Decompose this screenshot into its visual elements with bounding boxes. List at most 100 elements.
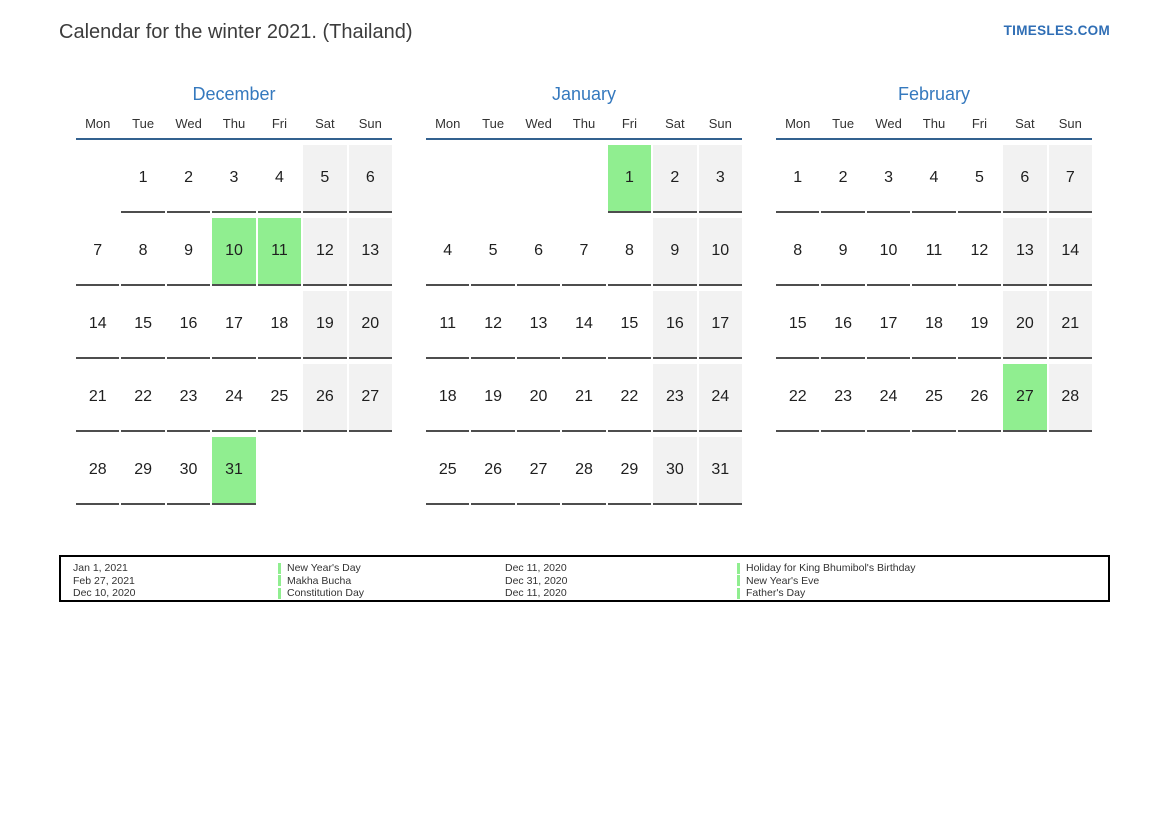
day-cell: 21	[1048, 291, 1092, 359]
legend-date: Dec 11, 2020	[505, 562, 567, 575]
day-cell: 20	[348, 291, 392, 359]
day-cell: 23	[821, 364, 865, 432]
legend-holiday-name: Constitution Day	[287, 587, 365, 600]
holiday-marker	[278, 575, 281, 587]
legend-box: Jan 1, 2021 New Year's Day Dec 11, 2020 Hol…	[59, 555, 1110, 602]
day-cell: 10	[698, 218, 742, 286]
day-cell: 14	[562, 291, 606, 359]
day-cell: 11	[912, 218, 956, 286]
weekday-label: Wed	[875, 116, 902, 131]
day-cell: 5	[957, 145, 1002, 213]
day-cell: 17	[698, 291, 742, 359]
day-cell: 31	[698, 437, 742, 505]
legend-date: Jan 1, 2021	[73, 562, 128, 575]
day-cell: 17	[866, 291, 911, 359]
page-title: Calendar for the winter 2021. (Thailand)	[59, 21, 413, 43]
legend-holiday: Constitution Day	[278, 587, 505, 599]
day-cell: 23	[653, 364, 697, 432]
day-cell: 14	[76, 291, 120, 359]
legend-holiday-name: Father's Day	[746, 587, 806, 600]
site-link[interactable]: TIMESLES.COM	[1003, 23, 1110, 38]
day-cell: 19	[471, 364, 515, 432]
weekday-divider	[76, 138, 392, 140]
weekday-label: Wed	[525, 116, 552, 131]
day-cell: 26	[471, 437, 515, 505]
day-cell: 24	[698, 364, 742, 432]
day-cell: 25	[257, 364, 302, 432]
day-cell: 30	[166, 437, 211, 505]
weekday-label: Mon	[85, 116, 111, 131]
empty-cell	[517, 145, 560, 213]
month-title: December	[192, 84, 276, 104]
day-cell: 22	[607, 364, 652, 432]
weeks-grid: 1 2 3 4 5 6 7 8 9 10 11 12 13 14 15 16 17 18 19 20 21 22 23 24 2…	[776, 145, 1092, 432]
day-cell: 3	[866, 145, 911, 213]
day-cell: 15	[776, 291, 820, 359]
day-cell: 25	[426, 437, 470, 505]
day-cell: 25	[912, 364, 956, 432]
weekday-label: Sun	[708, 116, 732, 131]
day-cell: 2	[821, 145, 865, 213]
day-cell: 16	[166, 291, 211, 359]
weekday-label: Fri	[971, 116, 987, 131]
day-cell: 11	[426, 291, 470, 359]
day-cell: 12	[471, 291, 515, 359]
holiday-marker	[278, 562, 281, 574]
weekday-label: Thu	[572, 116, 596, 131]
weekday-label: Tue	[482, 116, 505, 131]
weeks-grid: 1 2 3 4 5 6 7 8 9 10 11 12 13 14 15 16 17 18 19 20 21 22 23 24 2…	[426, 145, 742, 505]
legend-holiday-name: Holiday for King Bhumibol's Birthday	[746, 562, 916, 575]
day-cell: 7	[76, 218, 120, 286]
day-cell: 18	[257, 291, 302, 359]
empty-cell	[258, 437, 301, 505]
legend-holiday: New Year's Eve	[737, 575, 1108, 587]
weekday-label: Sat	[665, 116, 685, 131]
weekday-row: Mon Tue Wed Thu Fri Sat Sun	[426, 116, 742, 132]
day-cell: 28	[1048, 364, 1092, 432]
months-row: December Mon Tue Wed Thu Fri Sat Sun 1 2 3 4 5 6 7 8 9 10…	[76, 84, 1169, 505]
holiday-marker	[737, 575, 740, 587]
day-cell: 7	[562, 218, 606, 286]
day-cell: 19	[957, 291, 1002, 359]
day-cell: 13	[516, 291, 561, 359]
day-cell: 26	[957, 364, 1002, 432]
month-january: January Mon Tue Wed Thu Fri Sat Sun 1 2 3 4 5 6 7 8 9 10 1…	[426, 84, 742, 505]
day-cell: 3	[698, 145, 742, 213]
weeks-grid: 1 2 3 4 5 6 7 8 9 10 11 12 13 14 15 16 17 18 19 20 21 22 23 24 2…	[76, 145, 392, 505]
day-cell: 18	[912, 291, 956, 359]
day-cell: 5	[471, 218, 515, 286]
day-cell: 10	[866, 218, 911, 286]
day-cell: 29	[607, 437, 652, 505]
day-cell: 11	[257, 218, 302, 286]
legend-date: Feb 27, 2021	[73, 574, 135, 587]
legend-holiday-name: Makha Bucha	[287, 574, 352, 587]
day-cell: 1	[607, 145, 652, 213]
day-cell: 3	[212, 145, 256, 213]
day-cell: 1	[121, 145, 165, 213]
day-cell: 8	[607, 218, 652, 286]
day-cell: 2	[166, 145, 211, 213]
day-cell: 4	[426, 218, 470, 286]
weekday-divider	[426, 138, 742, 140]
day-cell: 24	[212, 364, 256, 432]
day-cell: 9	[821, 218, 865, 286]
day-cell: 28	[562, 437, 606, 505]
day-cell: 28	[76, 437, 120, 505]
legend-holiday-name: New Year's Eve	[746, 574, 820, 587]
day-cell: 13	[348, 218, 392, 286]
day-cell: 19	[303, 291, 347, 359]
month-december: December Mon Tue Wed Thu Fri Sat Sun 1 2 3 4 5 6 7 8 9 10…	[76, 84, 392, 505]
day-cell: 16	[653, 291, 697, 359]
day-cell: 6	[1003, 145, 1047, 213]
weekday-label: Sun	[358, 116, 382, 131]
weekday-label: Thu	[222, 116, 246, 131]
day-cell: 7	[1048, 145, 1092, 213]
day-cell: 12	[303, 218, 347, 286]
weekday-label: Sat	[315, 116, 335, 131]
weekday-divider	[776, 138, 1092, 140]
weekday-label: Fri	[271, 116, 287, 131]
day-cell: 9	[653, 218, 697, 286]
empty-cell	[426, 145, 469, 213]
legend-date: Dec 10, 2020	[73, 587, 136, 600]
holiday-marker	[737, 587, 740, 599]
